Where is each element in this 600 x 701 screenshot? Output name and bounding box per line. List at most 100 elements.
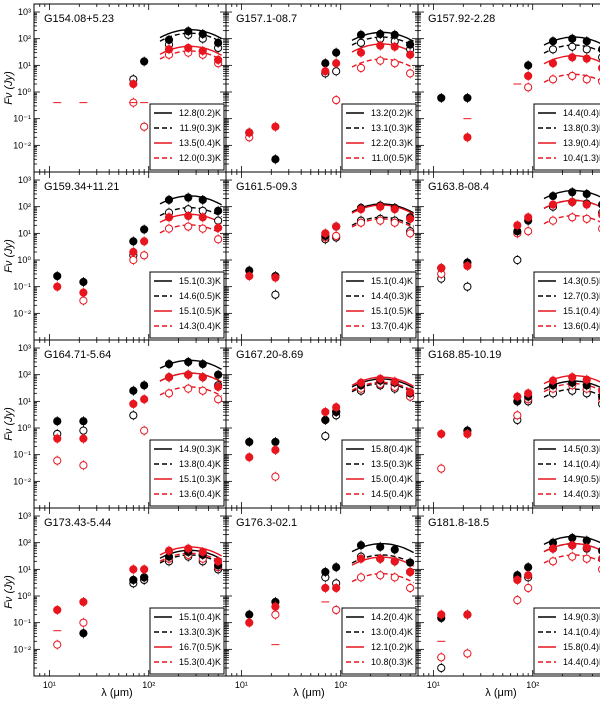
data-point-red-open [184,222,193,231]
legend-label: 11.0(0.5)K [372,153,413,163]
data-point-black-filled [582,37,591,46]
data-point-red-open [582,554,591,563]
legend-label: 12.2(0.3)K [371,138,413,148]
data-point-red-open [164,224,174,233]
data-point-red-filled [376,202,385,211]
data-point-black-filled [164,359,174,369]
legend-box [341,271,417,339]
data-point-red-filled [129,79,138,89]
panel-title: G154.08+5.23 [44,13,114,25]
panel-g168-85-10-19: G168.85-10.19 14.5(0.3)K 14.1(0.4)K 14.9(0.… [417,339,600,509]
data-point-red-filled [79,288,88,297]
legend-label: 10.4(1.3)K [563,153,600,163]
legend-label: 15.8(0.4)K [563,642,600,652]
data-point-red-filled [214,223,223,233]
data-point-red-open [79,461,88,470]
data-point-black-filled [53,417,62,426]
panel-g164-71-5-64: 10⁻² 10⁻¹ 10⁰ 10¹ 10² 10³ G164.71-5.64 14.9(0.3… [13,339,227,509]
x-axis-label-col1: λ (μm) [101,687,132,699]
data-point-black-open [548,45,558,54]
legend-label: 15.0(0.4)K [371,474,413,484]
data-point-black-filled [79,629,88,638]
data-point-red-open [406,229,415,238]
data-point-red-open [390,218,399,227]
data-point-black-open [129,411,138,420]
legend-label: 14.3(0.5)K [563,276,600,286]
data-point-red-filled [513,575,522,585]
data-point-red-filled [321,583,330,593]
data-point-red-filled [390,377,399,386]
legend-box [149,607,225,675]
data-point-red-open [140,426,149,435]
data-point-red-open [524,227,533,236]
y-tick-label: 10⁻² [13,308,31,318]
legend-box [149,271,225,339]
data-point-red-open [140,122,149,131]
data-point-red-filled [463,133,472,142]
data-point-black-filled [321,415,330,425]
data-point-black-filled [271,437,280,447]
data-point-red-open [332,95,341,105]
panel-frame [417,507,600,677]
data-point-red-filled [406,214,415,223]
panel-title: G163.8-08.4 [428,181,489,193]
data-point-black-filled [164,195,174,204]
data-point-black-open [568,42,577,51]
data-point-black-filled [184,357,193,367]
data-point-red-filled [568,197,577,207]
legend-label: 12.8(0.2)K [179,108,221,118]
data-point-red-filled [568,541,577,550]
legend-label: 10.8(0.3)K [371,657,413,667]
y-tick-label: 10³ [18,175,31,185]
legend-label: 13.5(0.3)K [371,459,413,469]
panel-g181-8-18-5: 10¹ 10² G181.8-18.5 14.9(0.3)K 14.1(0.4)K 15.… [417,507,600,690]
data-point-red-filled [214,55,223,65]
data-point-red-filled [332,403,341,412]
legend-label: 13.6(0.4)K [563,321,600,331]
data-point-red-open [129,255,138,265]
data-point-black-filled [321,59,330,68]
data-point-red-filled [548,59,558,68]
data-point-red-open [568,71,577,81]
data-point-black-open [463,282,472,291]
y-tick-label: 10⁰ [17,423,31,433]
data-point-red-filled [524,389,533,398]
data-point-red-open [568,213,577,222]
data-point-red-filled [321,67,330,76]
data-point-black-filled [321,567,330,577]
data-point-black-filled [184,193,193,202]
y-tick-label: 10⁰ [17,87,31,97]
data-point-black-filled [245,437,254,447]
legend-label: 15.1(0.5)K [371,306,413,316]
legend-label: 14.4(0.4)K [563,108,600,118]
data-point-red-filled [332,59,341,68]
data-point-black-filled [140,57,149,66]
data-point-red-filled [524,213,533,222]
legend-label: 14.4(0.3)K [563,489,600,499]
data-point-red-filled [53,434,62,443]
data-point-red-open [582,214,591,223]
data-point-red-open [406,583,415,593]
data-point-red-filled [390,205,399,214]
data-point-red-open [376,571,385,580]
data-point-black-filled [271,155,280,164]
data-point-black-filled [390,545,399,554]
y-tick-label: 10³ [18,343,31,353]
data-point-red-filled [53,605,62,615]
legend-label: 14.9(0.3)K [563,612,600,622]
data-point-red-open [513,411,522,420]
data-point-black-filled [140,573,149,582]
x-axis-label-col3: λ (μm) [485,687,516,699]
data-point-black-filled [568,188,577,197]
legend-label: 12.1(0.2)K [371,642,413,652]
panel-g167-20-8-69: G167.20-8.69 15.8(0.4)K 13.5(0.3)K 15.0(0.4… [225,339,419,509]
data-point-black-filled [390,30,399,39]
panel-title: G159.34+11.21 [44,181,119,193]
y-tick-label: 10¹ [18,60,31,70]
data-point-red-filled [245,128,254,137]
y-tick-label: 10³ [18,7,31,17]
data-point-red-filled [406,567,415,577]
data-point-red-filled [356,378,366,387]
data-point-black-filled [245,610,254,619]
legend-box [533,271,600,339]
